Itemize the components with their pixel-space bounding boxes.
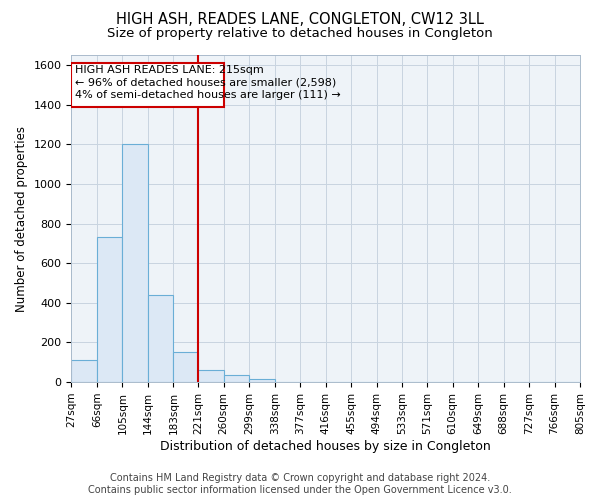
X-axis label: Distribution of detached houses by size in Congleton: Distribution of detached houses by size … — [160, 440, 491, 452]
Bar — [148, 295, 173, 382]
Bar — [249, 379, 275, 382]
Bar — [71, 360, 97, 382]
Y-axis label: Number of detached properties: Number of detached properties — [15, 126, 28, 312]
Text: Contains HM Land Registry data © Crown copyright and database right 2024.
Contai: Contains HM Land Registry data © Crown c… — [88, 474, 512, 495]
Text: HIGH ASH READES LANE: 215sqm: HIGH ASH READES LANE: 215sqm — [76, 64, 264, 74]
Bar — [71, 63, 224, 106]
Bar — [224, 375, 249, 382]
Text: HIGH ASH, READES LANE, CONGLETON, CW12 3LL: HIGH ASH, READES LANE, CONGLETON, CW12 3… — [116, 12, 484, 28]
Bar — [122, 144, 148, 382]
Bar — [97, 238, 122, 382]
Bar — [173, 352, 198, 382]
Bar — [198, 370, 224, 382]
Text: Size of property relative to detached houses in Congleton: Size of property relative to detached ho… — [107, 28, 493, 40]
Text: 4% of semi-detached houses are larger (111) →: 4% of semi-detached houses are larger (1… — [76, 90, 341, 100]
Text: ← 96% of detached houses are smaller (2,598): ← 96% of detached houses are smaller (2,… — [76, 77, 337, 87]
